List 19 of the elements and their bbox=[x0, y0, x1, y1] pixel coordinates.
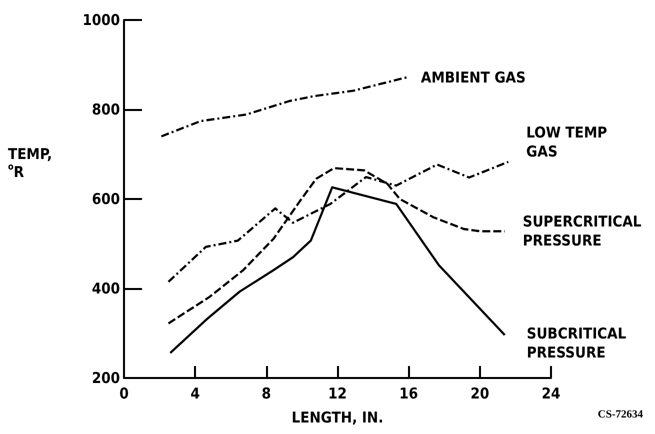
series-label: AMBIENT GAS bbox=[420, 68, 526, 86]
line-series bbox=[160, 76, 408, 138]
x-tick-label: 12 bbox=[328, 384, 347, 402]
y-tick-label: 800 bbox=[92, 100, 120, 118]
x-tick-label: 0 bbox=[119, 384, 129, 402]
x-tick-label: 8 bbox=[262, 384, 272, 402]
x-tick-label: 20 bbox=[470, 384, 490, 402]
series-label: LOW TEMP GAS bbox=[526, 123, 608, 160]
y-tick-label: 1000 bbox=[82, 11, 120, 29]
x-tick-label: 4 bbox=[190, 384, 200, 402]
series-label: SUPERCRITICAL PRESSURE bbox=[522, 212, 642, 250]
series-label: SUBCRITICAL PRESSURE bbox=[526, 324, 627, 362]
y-tick-label: 400 bbox=[92, 280, 120, 298]
y-tick-label: 200 bbox=[92, 369, 120, 387]
y-tick-label: 600 bbox=[92, 190, 120, 208]
x-axis-title: LENGTH, IN. bbox=[292, 408, 384, 426]
text: CS-72634 bbox=[598, 408, 644, 420]
x-tick-label: 16 bbox=[399, 384, 418, 402]
x-tick-label: 24 bbox=[542, 384, 560, 402]
